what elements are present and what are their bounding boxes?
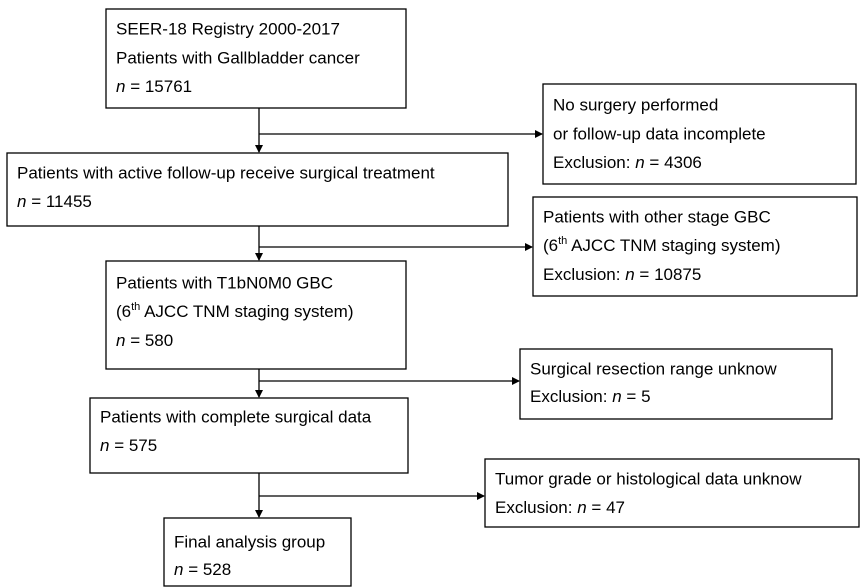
- n-symbol: n: [174, 560, 183, 579]
- count: = 528: [188, 560, 231, 579]
- count: = 575: [114, 436, 157, 455]
- count: = 5: [626, 387, 650, 406]
- box-line: n = 575: [100, 436, 157, 455]
- box-frame: [105, 8, 407, 109]
- box-line: Exclusion: n = 10875: [543, 265, 701, 284]
- count: = 47: [591, 498, 625, 517]
- label: Exclusion:: [543, 265, 620, 284]
- box-line: n = 11455: [17, 192, 92, 211]
- box-line: (6th AJCC TNM staging system): [543, 235, 781, 256]
- n-symbol: n: [625, 265, 634, 284]
- box-line: n = 528: [174, 560, 231, 579]
- box-line: Surgical resection range unknow: [530, 359, 777, 378]
- n-symbol: n: [100, 436, 109, 455]
- n-symbol: n: [635, 153, 644, 172]
- n-symbol: n: [577, 498, 586, 517]
- box-line: Exclusion: n = 47: [495, 498, 625, 517]
- label: Exclusion:: [530, 387, 607, 406]
- text: AJCC TNM staging system): [140, 302, 353, 321]
- text: (6: [543, 236, 558, 255]
- box-line: (6th AJCC TNM staging system): [116, 301, 354, 322]
- box-line: Patients with active follow-up receive s…: [17, 163, 435, 182]
- flow-box: Patients with complete surgical data n = …: [89, 397, 409, 474]
- flow-box: No surgery performed or follow-up data in…: [542, 83, 857, 185]
- box-frame: [105, 260, 407, 370]
- box-line: Exclusion: n = 5: [530, 387, 651, 406]
- box-line: Exclusion: n = 4306: [553, 153, 702, 172]
- text: AJCC TNM staging system): [567, 236, 780, 255]
- box-line: Final analysis group: [174, 532, 325, 551]
- superscript: th: [558, 235, 567, 247]
- box-line: SEER-18 Registry 2000-2017: [116, 19, 340, 38]
- flow-box: Surgical resection range unknow Exclusion…: [519, 348, 833, 420]
- box-frame: [542, 83, 857, 185]
- box-frame: [163, 517, 352, 587]
- label: Exclusion:: [553, 153, 630, 172]
- box-line: Patients with other stage GBC: [543, 207, 771, 226]
- flow-box: Final analysis group n = 528: [163, 517, 352, 587]
- count: = 4306: [649, 153, 701, 172]
- box-frame: [6, 152, 509, 227]
- box-line: Patients with T1bN0M0 GBC: [116, 273, 333, 292]
- n-symbol: n: [116, 77, 125, 96]
- count: = 11455: [31, 192, 92, 211]
- n-symbol: n: [17, 192, 26, 211]
- box-line: Tumor grade or histological data unknow: [495, 469, 802, 488]
- box-line: n = 580: [116, 331, 173, 350]
- n-symbol: n: [116, 331, 125, 350]
- box-line: Patients with Gallbladder cancer: [116, 48, 360, 67]
- connectors: [255, 108, 543, 518]
- box-frame: [519, 348, 833, 420]
- box-line: Patients with complete surgical data: [100, 407, 372, 426]
- label: Exclusion:: [495, 498, 572, 517]
- box-line: n = 15761: [116, 77, 192, 96]
- box-line: or follow-up data incomplete: [553, 124, 766, 143]
- count: = 15761: [130, 77, 192, 96]
- box-frame: [484, 458, 860, 528]
- superscript: th: [131, 301, 140, 313]
- flow-box: Patients with other stage GBC (6th AJCC T…: [532, 196, 858, 297]
- flow-box: Patients with active follow-up receive s…: [6, 152, 509, 227]
- count: = 580: [130, 331, 173, 350]
- flow-box: Tumor grade or histological data unknow E…: [484, 458, 860, 528]
- flow-box: Patients with T1bN0M0 GBC (6th AJCC TNM s…: [105, 260, 407, 370]
- text: (6: [116, 302, 131, 321]
- box-line: No surgery performed: [553, 95, 718, 114]
- n-symbol: n: [612, 387, 621, 406]
- box-frame: [89, 397, 409, 474]
- count: = 10875: [639, 265, 701, 284]
- box-frame: [532, 196, 858, 297]
- flow-box: SEER-18 Registry 2000-2017 Patients with …: [105, 8, 407, 109]
